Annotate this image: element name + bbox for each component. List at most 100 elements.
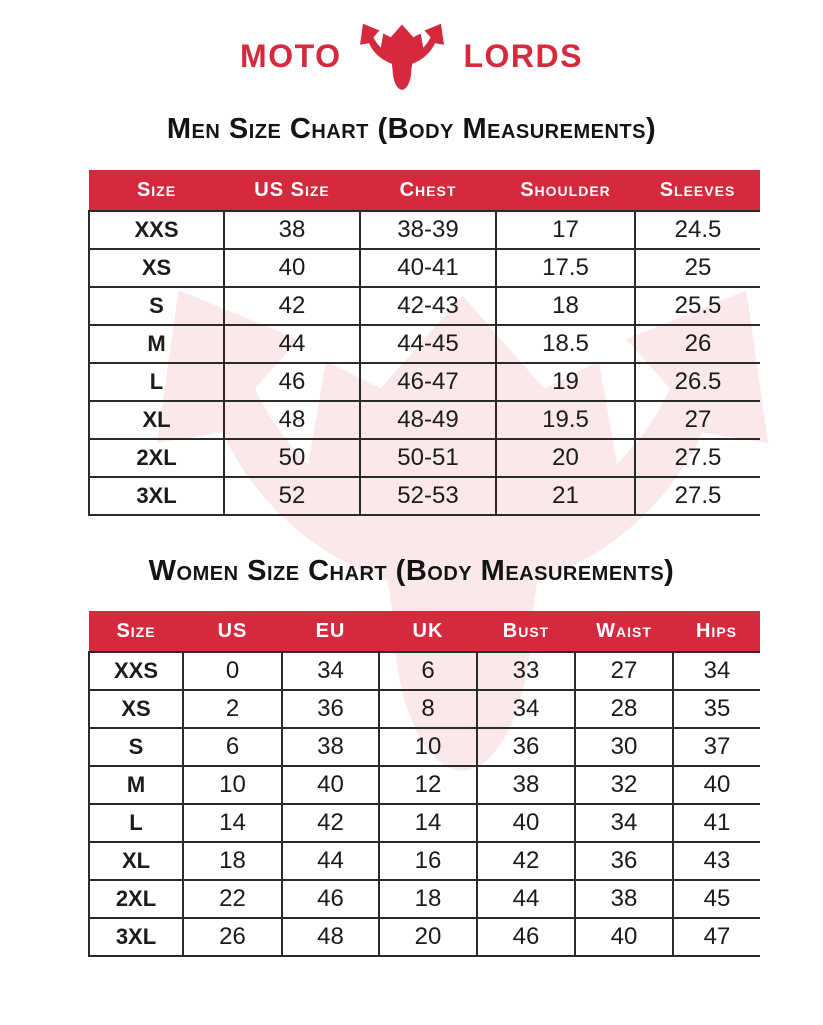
measurement-value: 27.5 <box>634 438 760 477</box>
measurement-value: 10 <box>378 727 477 766</box>
measurement-value: 34 <box>281 651 379 690</box>
measurement-value: 38 <box>281 727 379 766</box>
header-row: Size US EU UK Bust Waist Hips <box>89 611 760 652</box>
table-row: L 46 46-47 19 26.5 <box>88 362 760 401</box>
measurement-value: 21 <box>495 476 635 516</box>
measurement-value: 46 <box>281 879 379 918</box>
women-chart-title: Women Size Chart (Body Measurements) <box>148 555 675 587</box>
measurement-value: 48 <box>223 400 360 439</box>
column-header: Sleeves <box>635 170 760 211</box>
measurement-value: 19.5 <box>495 400 635 439</box>
measurement-value: 16 <box>378 841 477 880</box>
table-row: 2XL 50 50-51 20 27.5 <box>88 438 760 477</box>
measurement-value: 19 <box>495 362 635 401</box>
measurement-value: 41 <box>672 803 760 842</box>
measurement-value: 8 <box>378 689 477 728</box>
table-row: XL 48 48-49 19.5 27 <box>88 400 760 439</box>
column-header: Size <box>89 170 224 211</box>
measurement-value: 43 <box>672 841 760 880</box>
measurement-value: 17.5 <box>495 248 635 287</box>
men-table-body: XXS 38 38-39 17 24.5 XS 40 40-41 17.5 25 S 42 42-43 1… <box>88 210 760 516</box>
measurement-value: 42 <box>281 803 379 842</box>
measurement-value: 40 <box>574 917 673 957</box>
measurement-value: 14 <box>182 803 282 842</box>
measurement-value: 52-53 <box>359 476 496 516</box>
measurement-value: 48 <box>281 917 379 957</box>
column-header: US Size <box>224 170 360 211</box>
size-label: XXS <box>88 651 183 690</box>
column-header: UK <box>379 611 477 652</box>
brand-logo: MOTO LORDS <box>0 0 823 94</box>
table-row: M 44 44-45 18.5 26 <box>88 324 760 363</box>
measurement-value: 50 <box>223 438 360 477</box>
measurement-value: 30 <box>574 727 673 766</box>
column-header: Waist <box>575 611 673 652</box>
measurement-value: 40-41 <box>359 248 496 287</box>
measurement-value: 20 <box>378 917 477 957</box>
measurement-value: 40 <box>223 248 360 287</box>
brand-word-lords: LORDS <box>463 37 583 74</box>
size-label: XXS <box>88 210 224 249</box>
measurement-value: 10 <box>182 765 282 804</box>
measurement-value: 46 <box>223 362 360 401</box>
size-label: 3XL <box>88 476 224 516</box>
women-size-table: Size US EU UK Bust Waist Hips XXS 0 34 6 33 27 34 XS 2… <box>88 611 760 957</box>
measurement-value: 36 <box>476 727 575 766</box>
measurement-value: 40 <box>672 765 760 804</box>
size-label: M <box>88 765 183 804</box>
measurement-value: 12 <box>378 765 477 804</box>
measurement-value: 26 <box>182 917 282 957</box>
measurement-value: 42 <box>476 841 575 880</box>
measurement-value: 34 <box>574 803 673 842</box>
table-row: 2XL 22 46 18 44 38 45 <box>88 879 760 918</box>
measurement-value: 44 <box>223 324 360 363</box>
measurement-value: 48-49 <box>359 400 496 439</box>
size-label: XS <box>88 248 224 287</box>
measurement-value: 38-39 <box>359 210 496 249</box>
measurement-value: 44-45 <box>359 324 496 363</box>
measurement-value: 20 <box>495 438 635 477</box>
measurement-value: 25.5 <box>634 286 760 325</box>
measurement-value: 40 <box>476 803 575 842</box>
table-row: XL 18 44 16 42 36 43 <box>88 841 760 880</box>
measurement-value: 44 <box>476 879 575 918</box>
measurement-value: 26 <box>634 324 760 363</box>
header-row: Size US Size Chest Shoulder Sleeves <box>89 170 760 211</box>
measurement-value: 50-51 <box>359 438 496 477</box>
measurement-value: 27 <box>634 400 760 439</box>
column-header: EU <box>282 611 379 652</box>
women-table-header: Size US EU UK Bust Waist Hips <box>89 611 760 652</box>
column-header: US <box>183 611 282 652</box>
measurement-value: 36 <box>281 689 379 728</box>
measurement-value: 52 <box>223 476 360 516</box>
measurement-value: 34 <box>476 689 575 728</box>
measurement-value: 25 <box>634 248 760 287</box>
measurement-value: 46 <box>476 917 575 957</box>
measurement-value: 46-47 <box>359 362 496 401</box>
table-row: M 10 40 12 38 32 40 <box>88 765 760 804</box>
brand-word-moto: MOTO <box>240 37 342 74</box>
size-label: 2XL <box>88 879 183 918</box>
size-label: XL <box>88 400 224 439</box>
measurement-value: 34 <box>672 651 760 690</box>
men-size-table: Size US Size Chest Shoulder Sleeves XXS 38 38-… <box>88 170 760 516</box>
measurement-value: 6 <box>182 727 282 766</box>
table-row: XS 2 36 8 34 28 35 <box>88 689 760 728</box>
measurement-value: 47 <box>672 917 760 957</box>
size-label: S <box>88 286 224 325</box>
measurement-value: 6 <box>378 651 477 690</box>
size-label: 2XL <box>88 438 224 477</box>
bull-head-icon <box>360 23 445 90</box>
measurement-value: 33 <box>476 651 575 690</box>
measurement-value: 40 <box>281 765 379 804</box>
measurement-value: 27 <box>574 651 673 690</box>
measurement-value: 26.5 <box>634 362 760 401</box>
size-label: XS <box>88 689 183 728</box>
measurement-value: 35 <box>672 689 760 728</box>
column-header: Shoulder <box>496 170 635 211</box>
table-row: S 6 38 10 36 30 37 <box>88 727 760 766</box>
size-label: XL <box>88 841 183 880</box>
men-chart-title: Men Size Chart (Body Measurements) <box>166 113 657 145</box>
men-table-header: Size US Size Chest Shoulder Sleeves <box>89 170 760 211</box>
measurement-value: 38 <box>476 765 575 804</box>
